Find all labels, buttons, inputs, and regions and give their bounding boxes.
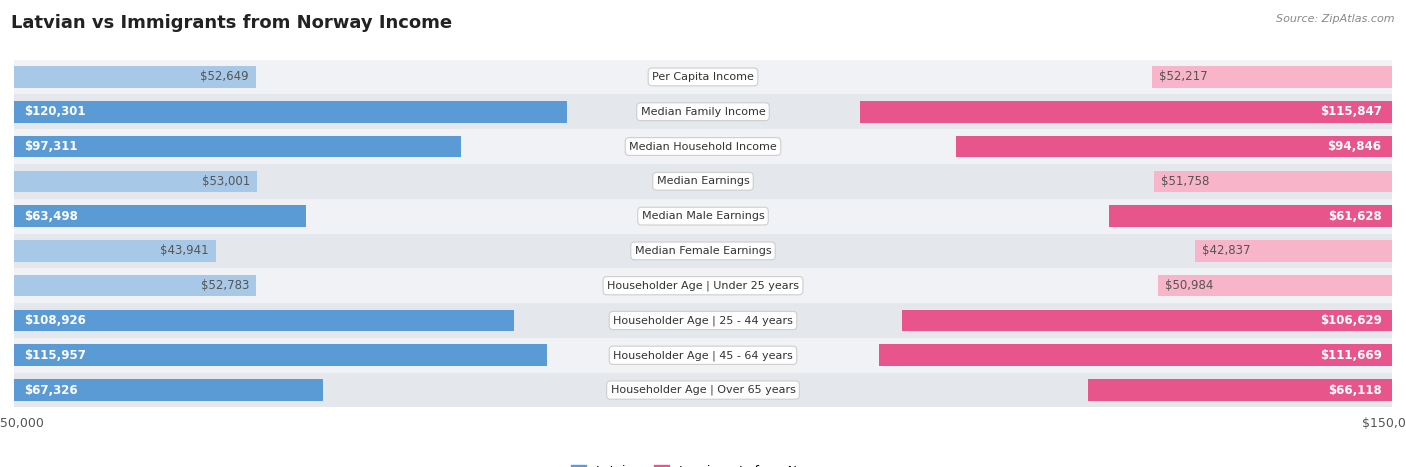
Bar (956, 136, 1392, 157)
Text: $43,941: $43,941 (160, 244, 209, 257)
Bar (14, 205, 305, 227)
Text: $42,837: $42,837 (1202, 244, 1250, 257)
Text: $63,498: $63,498 (24, 210, 79, 223)
Text: $108,926: $108,926 (24, 314, 86, 327)
Text: Median Earnings: Median Earnings (657, 177, 749, 186)
Bar (14, 338, 1392, 373)
Bar (1195, 240, 1392, 262)
Bar (14, 310, 515, 331)
Text: Householder Age | 45 - 64 years: Householder Age | 45 - 64 years (613, 350, 793, 361)
Text: $115,957: $115,957 (24, 349, 86, 362)
Text: $67,326: $67,326 (24, 383, 77, 396)
Text: $111,669: $111,669 (1320, 349, 1382, 362)
Bar (14, 275, 256, 297)
Text: $94,846: $94,846 (1327, 140, 1382, 153)
Bar (1088, 379, 1392, 401)
Bar (14, 129, 1392, 164)
Bar (14, 94, 1392, 129)
Bar (879, 345, 1392, 366)
Bar (14, 234, 1392, 269)
Bar (14, 373, 1392, 408)
Bar (14, 170, 257, 192)
Bar (14, 101, 567, 122)
Text: Householder Age | 25 - 44 years: Householder Age | 25 - 44 years (613, 315, 793, 326)
Bar (1109, 205, 1392, 227)
Legend: Latvian, Immigrants from Norway: Latvian, Immigrants from Norway (565, 460, 841, 467)
Text: Latvian vs Immigrants from Norway Income: Latvian vs Immigrants from Norway Income (11, 14, 453, 32)
Bar (1157, 275, 1392, 297)
Text: Median Family Income: Median Family Income (641, 107, 765, 117)
Bar (14, 303, 1392, 338)
Bar (860, 101, 1392, 122)
Text: Median Household Income: Median Household Income (628, 142, 778, 151)
Bar (1154, 170, 1392, 192)
Bar (903, 310, 1392, 331)
Bar (14, 269, 1392, 303)
Text: Householder Age | Over 65 years: Householder Age | Over 65 years (610, 385, 796, 396)
Bar (14, 66, 256, 88)
Text: $51,758: $51,758 (1161, 175, 1209, 188)
Text: Per Capita Income: Per Capita Income (652, 72, 754, 82)
Bar (14, 164, 1392, 198)
Bar (14, 379, 323, 401)
Text: $66,118: $66,118 (1327, 383, 1382, 396)
Text: Median Male Earnings: Median Male Earnings (641, 211, 765, 221)
Text: $106,629: $106,629 (1320, 314, 1382, 327)
Bar (14, 136, 461, 157)
Text: $120,301: $120,301 (24, 105, 86, 118)
Bar (14, 345, 547, 366)
Text: $50,984: $50,984 (1164, 279, 1213, 292)
Bar (14, 198, 1392, 234)
Bar (14, 240, 217, 262)
Text: Householder Age | Under 25 years: Householder Age | Under 25 years (607, 281, 799, 291)
Text: $97,311: $97,311 (24, 140, 77, 153)
Text: $52,217: $52,217 (1159, 71, 1208, 84)
Text: $52,783: $52,783 (201, 279, 250, 292)
Text: $53,001: $53,001 (202, 175, 250, 188)
Text: $52,649: $52,649 (201, 71, 249, 84)
Bar (14, 59, 1392, 94)
Text: $61,628: $61,628 (1327, 210, 1382, 223)
Text: $115,847: $115,847 (1320, 105, 1382, 118)
Text: Source: ZipAtlas.com: Source: ZipAtlas.com (1277, 14, 1395, 24)
Text: Median Female Earnings: Median Female Earnings (634, 246, 772, 256)
Bar (1152, 66, 1392, 88)
